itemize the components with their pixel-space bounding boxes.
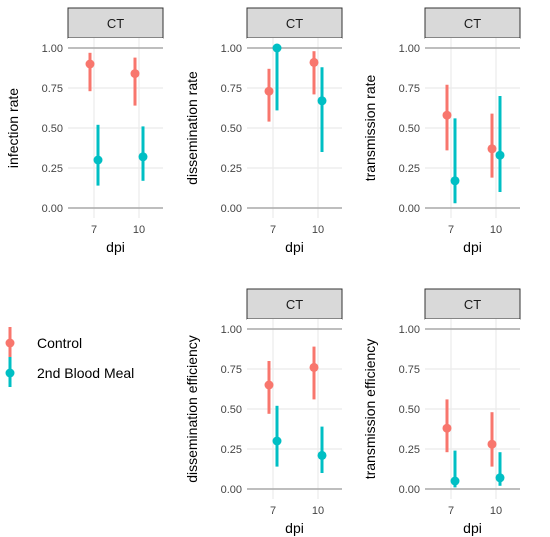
y-tick-label: 0.25 — [221, 444, 242, 456]
point-control — [487, 439, 497, 449]
x-tick-label: 10 — [133, 224, 145, 236]
legend-key-control-point — [5, 338, 15, 348]
facet-strip-label: CT — [107, 16, 124, 31]
x-tick-label: 7 — [270, 224, 276, 236]
point-control — [130, 69, 140, 79]
facet-strip-label: CT — [286, 16, 303, 31]
y-tick-label: 0.25 — [42, 163, 63, 175]
facet-strip — [67, 7, 164, 39]
point-2nd-blood-meal — [450, 476, 460, 486]
x-axis-title: dpi — [463, 520, 482, 536]
x-tick-label: 7 — [270, 505, 276, 517]
x-axis-title: dpi — [106, 239, 125, 255]
legend: Control 2nd Blood Meal — [5, 327, 134, 387]
point-2nd-blood-meal — [317, 450, 327, 460]
facet-strip — [424, 7, 521, 39]
y-tick-label: 1.00 — [399, 43, 420, 55]
x-tick-label: 10 — [312, 224, 324, 236]
y-tick-label: 0.00 — [42, 203, 63, 215]
y-axis-title: infection rate — [5, 88, 21, 168]
point-2nd-blood-meal — [93, 155, 103, 165]
y-tick-label: 0.75 — [221, 364, 242, 376]
panel-transmission-efficiency: CT 0.00 0.25 0.50 0.75 1.00 7 10 dpi transmission… — [362, 288, 521, 536]
y-tick-label: 0.50 — [221, 404, 242, 416]
y-tick-label: 0.75 — [221, 83, 242, 95]
facet-strip-label: CT — [464, 297, 481, 312]
y-axis-title: transmission efficiency — [362, 339, 378, 480]
point-control — [442, 423, 452, 433]
panel-transmission-rate: CT 0.00 0.25 0.50 0.75 1.00 7 10 dpi transmission… — [362, 7, 521, 255]
legend-item-control: Control — [5, 327, 82, 357]
y-tick-label: 0.50 — [42, 123, 63, 135]
facet-strip — [424, 288, 521, 320]
y-tick-label: 0.50 — [399, 404, 420, 416]
y-tick-label: 1.00 — [221, 324, 242, 336]
point-2nd-blood-meal — [450, 176, 460, 186]
point-2nd-blood-meal — [495, 473, 505, 483]
x-tick-label: 10 — [490, 505, 502, 517]
point-2nd-blood-meal — [272, 436, 282, 446]
legend-item-2nd-blood-meal: 2nd Blood Meal — [5, 357, 134, 387]
legend-label-control: Control — [37, 335, 82, 351]
y-tick-label: 0.25 — [399, 444, 420, 456]
y-axis-title: dissemination rate — [184, 71, 200, 185]
point-control — [309, 57, 319, 67]
y-tick-label: 0.75 — [42, 83, 63, 95]
legend-key-2nd-blood-meal-point — [5, 368, 15, 378]
panel-infection-rate: CT 0.00 0.25 0.50 0.75 1.00 7 10 dpi infection ra… — [5, 7, 164, 255]
y-tick-label: 1.00 — [42, 43, 63, 55]
point-control — [85, 59, 95, 69]
point-2nd-blood-meal — [495, 150, 505, 160]
y-tick-label: 0.75 — [399, 83, 420, 95]
x-tick-label: 10 — [312, 505, 324, 517]
x-axis-title: dpi — [285, 520, 304, 536]
y-tick-label: 0.25 — [399, 163, 420, 175]
y-tick-label: 0.00 — [399, 203, 420, 215]
y-tick-label: 0.00 — [399, 484, 420, 496]
y-axis-title: dissemination efficiency — [184, 335, 200, 483]
y-axis-title: transmission rate — [362, 74, 378, 181]
point-control — [264, 380, 274, 390]
y-tick-label: 0.25 — [221, 163, 242, 175]
point-control — [309, 362, 319, 372]
x-tick-label: 7 — [448, 505, 454, 517]
y-tick-label: 0.50 — [221, 123, 242, 135]
x-tick-label: 7 — [91, 224, 97, 236]
facet-strip — [246, 288, 343, 320]
point-control — [487, 144, 497, 154]
facet-strip-label: CT — [464, 16, 481, 31]
y-tick-label: 0.75 — [399, 364, 420, 376]
point-2nd-blood-meal — [317, 96, 327, 106]
point-2nd-blood-meal — [272, 43, 282, 53]
y-tick-label: 1.00 — [221, 43, 242, 55]
panel-dissemination-efficiency: CT 0.00 0.25 0.50 0.75 1.00 7 10 dpi disseminatio… — [184, 288, 343, 536]
y-tick-label: 0.00 — [221, 484, 242, 496]
y-tick-label: 0.00 — [221, 203, 242, 215]
point-control — [442, 110, 452, 120]
point-control — [264, 86, 274, 96]
x-axis-title: dpi — [285, 239, 304, 255]
y-tick-label: 1.00 — [399, 324, 420, 336]
legend-label-2nd-blood-meal: 2nd Blood Meal — [37, 365, 134, 381]
panel-dissemination-rate: CT 0.00 0.25 0.50 0.75 1.00 7 10 dpi disseminatio… — [184, 7, 343, 255]
point-2nd-blood-meal — [138, 152, 148, 162]
x-tick-label: 7 — [448, 224, 454, 236]
y-tick-label: 0.50 — [399, 123, 420, 135]
x-tick-label: 10 — [490, 224, 502, 236]
x-axis-title: dpi — [463, 239, 482, 255]
facet-strip-label: CT — [286, 297, 303, 312]
